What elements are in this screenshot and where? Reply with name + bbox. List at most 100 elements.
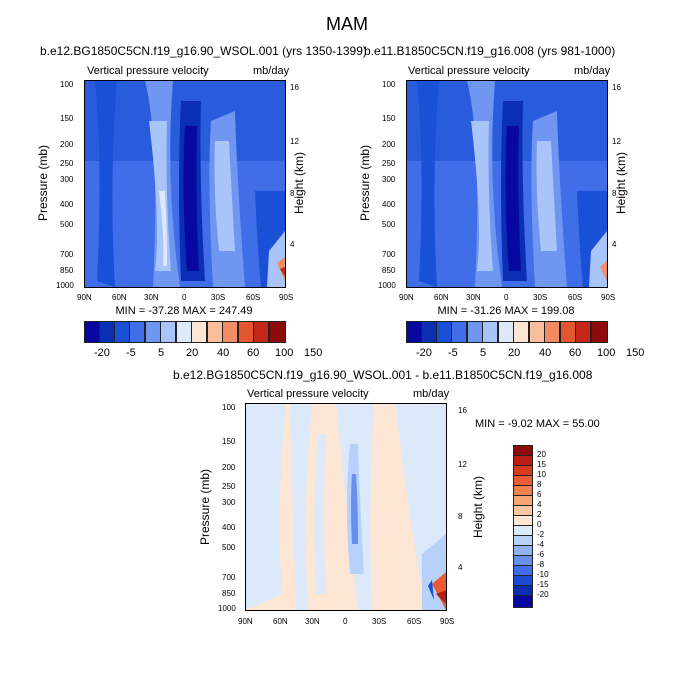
colorbar2-label: 5: [480, 347, 487, 359]
figure-title: MAM: [326, 14, 368, 34]
panel2-variable-label: Vertical pressure velocity: [408, 65, 530, 77]
panel1-ytick: 150: [60, 114, 74, 123]
panel1-height-tick: 8: [290, 189, 295, 198]
panel2-xtick: 60S: [568, 293, 583, 302]
colorbar1-label: 100: [275, 347, 294, 359]
colorbar-swatch: [129, 321, 145, 343]
panel2-height-tick: 8: [612, 189, 617, 198]
panel1-contour-plot: [84, 80, 286, 288]
panel2-ytick: 700: [382, 250, 396, 259]
colorbar-swatch: [482, 321, 498, 343]
colorbar-swatch: [560, 321, 576, 343]
panel3-colorbar: [513, 445, 533, 608]
panel1-ytick: 500: [60, 220, 74, 229]
colorbar-swatch: [145, 321, 161, 343]
panel3-ytick: 1000: [218, 604, 236, 613]
colorbar3-label: -2: [537, 530, 545, 539]
panel3-title: b.e12.BG1850C5CN.f19_g16.90_WSOL.001 - b…: [173, 368, 593, 382]
panel1-xtick: 0: [182, 293, 187, 302]
panel2-xtick: 0: [504, 293, 509, 302]
panel1-ytick: 250: [60, 159, 74, 168]
panel3-minmax: MIN = -9.02 MAX = 55.00: [475, 418, 600, 430]
colorbar-swatch: [436, 321, 452, 343]
panel1-ytick: 1000: [56, 281, 74, 290]
colorbar-swatch: [191, 321, 207, 343]
colorbar-swatch: [176, 321, 192, 343]
panel1-xtick: 30S: [211, 293, 226, 302]
colorbar2-label: 20: [508, 347, 521, 359]
colorbar-swatch: [529, 321, 545, 343]
panel1-xtick: 90N: [77, 293, 92, 302]
colorbar-swatch: [238, 321, 254, 343]
colorbar-swatch: [575, 321, 591, 343]
colorbar3-label: 2: [537, 510, 542, 519]
panel3-xtick: 60N: [273, 617, 288, 626]
colorbar2-label: 60: [569, 347, 582, 359]
panel3-ytick: 200: [222, 463, 236, 472]
panel1-ytick: 850: [60, 266, 74, 275]
panel3-ytick: 400: [222, 523, 236, 532]
panel1-ytick: 300: [60, 175, 74, 184]
colorbar-swatch: [591, 321, 608, 343]
colorbar2-label: -5: [448, 347, 458, 359]
colorbar-swatch: [421, 321, 437, 343]
colorbar3-label: 8: [537, 480, 542, 489]
colorbar-swatch: [513, 595, 533, 608]
colorbar3-label: 6: [537, 490, 542, 499]
panel2-y2label: Height (km): [614, 152, 628, 215]
colorbar3-label: -20: [537, 590, 549, 599]
panel1-height-tick: 16: [290, 83, 299, 92]
panel2-height-tick: 4: [612, 240, 617, 249]
colorbar1-label: 60: [247, 347, 260, 359]
panel1-xtick: 90S: [279, 293, 294, 302]
panel2-ytick: 500: [382, 220, 396, 229]
panel2-ytick: 1000: [378, 281, 396, 290]
panel3-contour-plot: [245, 403, 447, 611]
panel1-xtick: 60N: [112, 293, 127, 302]
colorbar3-label: 0: [537, 520, 542, 529]
colorbar1-label: 40: [217, 347, 230, 359]
panel3-ytick: 700: [222, 573, 236, 582]
panel1-title: b.e12.BG1850C5CN.f19_g16.90_WSOL.001 (yr…: [40, 44, 367, 58]
colorbar-swatch: [269, 321, 286, 343]
panel3-ytick: 100: [222, 403, 236, 412]
panel1-height-tick: 12: [290, 137, 299, 146]
panel1-units-label: mb/day: [253, 65, 290, 77]
panel3-ytick: 150: [222, 437, 236, 446]
colorbar-swatch: [114, 321, 130, 343]
panel2-ytick: 100: [382, 80, 396, 89]
panel2-ytick: 300: [382, 175, 396, 184]
colorbar-swatch: [84, 321, 100, 343]
colorbar3-label: 20: [537, 450, 546, 459]
panel3-ylabel: Pressure (mb): [198, 469, 212, 546]
colorbar3-label: -4: [537, 540, 545, 549]
colorbar2-label: 40: [539, 347, 552, 359]
panel2-xtick: 90S: [601, 293, 616, 302]
panel3-variable-label: Vertical pressure velocity: [247, 388, 369, 400]
panel2-ylabel: Pressure (mb): [358, 145, 372, 222]
colorbar-swatch: [544, 321, 560, 343]
panel3-ytick: 500: [222, 543, 236, 552]
panel2-xtick: 30S: [533, 293, 548, 302]
colorbar2-label: 100: [597, 347, 616, 359]
colorbar-swatch: [467, 321, 483, 343]
panel1-height-tick: 4: [290, 240, 295, 249]
panel2-ytick: 400: [382, 200, 396, 209]
colorbar-swatch: [253, 321, 269, 343]
panel1-ytick: 700: [60, 250, 74, 259]
panel2-height-tick: 12: [612, 137, 621, 146]
panel1-y2label: Height (km): [292, 152, 306, 215]
colorbar3-label: -6: [537, 550, 545, 559]
panel3-units-label: mb/day: [413, 388, 450, 400]
panel3-height-tick: 4: [458, 563, 463, 572]
panel2-contour-plot: [406, 80, 608, 288]
panel1-xtick: 30N: [144, 293, 159, 302]
panel1-ytick: 400: [60, 200, 74, 209]
panel1-ytick: 200: [60, 140, 74, 149]
panel2-ytick: 850: [382, 266, 396, 275]
panel3-height-tick: 8: [458, 512, 463, 521]
colorbar1-label: 150: [304, 347, 323, 359]
panel2-xtick: 60N: [434, 293, 449, 302]
colorbar-swatch: [160, 321, 176, 343]
colorbar3-label: -15: [537, 580, 549, 589]
